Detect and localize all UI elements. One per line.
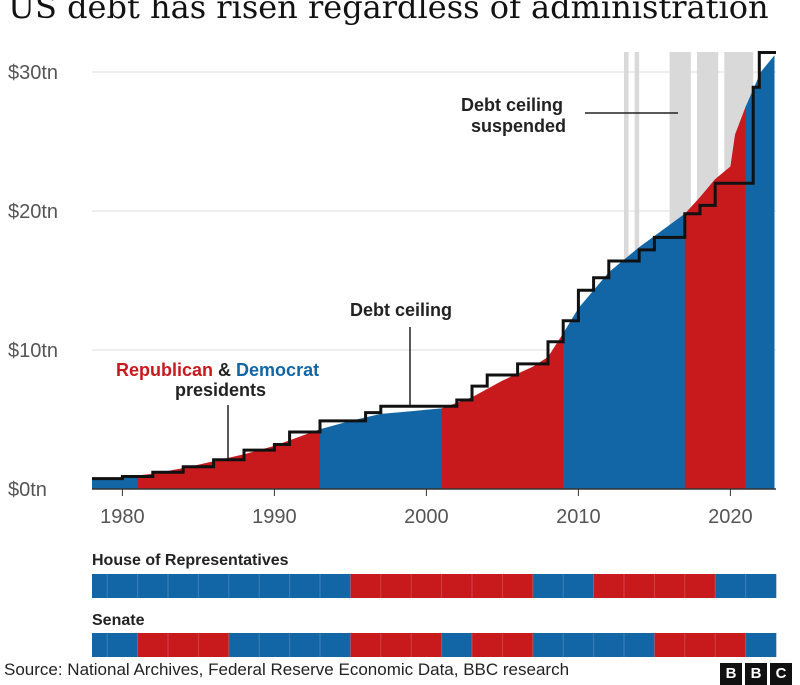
senate-segment-4 xyxy=(441,633,473,657)
president-band-0 xyxy=(92,55,139,489)
senate-segment-7 xyxy=(654,633,746,657)
democrat-label: Democrat xyxy=(236,360,319,380)
republican-label: Republican xyxy=(116,360,213,380)
house-label: House of Representatives xyxy=(92,552,289,569)
bbc-logo-b1: B xyxy=(720,663,742,685)
annotation-lines xyxy=(227,112,678,459)
bbc-logo-b2: B xyxy=(745,663,767,685)
debt-ceiling-label: Debt ceiling xyxy=(350,300,452,320)
debt-ceiling-line xyxy=(92,51,776,481)
house-segment-0 xyxy=(92,574,351,598)
x-tick-label-0: 1980 xyxy=(100,506,145,528)
senate-segment-3 xyxy=(350,633,442,657)
senate-segment-6 xyxy=(532,633,655,657)
president-band-1 xyxy=(137,55,321,489)
senate-segment-5 xyxy=(472,633,534,657)
x-tick-label-4: 2020 xyxy=(708,506,753,528)
x-tick-label-2: 2000 xyxy=(404,506,449,528)
party-label: Republican & Democrat xyxy=(116,360,319,380)
house-segment-2 xyxy=(532,574,594,598)
senate-segment-8 xyxy=(745,633,777,657)
house-segment-4 xyxy=(715,574,777,598)
y-tick-label-3: $30tn xyxy=(8,62,58,84)
house-segment-1 xyxy=(350,574,534,598)
debt-ceiling-step-line xyxy=(92,51,776,481)
source-footer: Source: National Archives, Federal Reser… xyxy=(4,660,570,679)
senate-segment-2 xyxy=(228,633,351,657)
presidents-label: presidents xyxy=(175,380,266,400)
axis-layer: $0tn $10tn $20tn $30tn 1980 1990 2000 2010 2020 xyxy=(8,62,776,528)
bbc-logo-c: C xyxy=(770,663,792,685)
house-segment-3 xyxy=(593,574,716,598)
suspended-label-line2: suspended xyxy=(471,116,566,136)
senate-segment-0 xyxy=(92,633,138,657)
x-tick-label-3: 2010 xyxy=(556,506,601,528)
x-tick-label-1: 1990 xyxy=(252,506,297,528)
senate-label: Senate xyxy=(92,612,145,629)
senate-segment-1 xyxy=(137,633,230,657)
y-tick-label-0: $0tn xyxy=(8,479,47,501)
amp-label: & xyxy=(218,360,231,380)
president-band-6 xyxy=(745,55,775,489)
y-tick-label-1: $10tn xyxy=(8,340,58,362)
chart-title: US debt has risen regardless of administ… xyxy=(8,0,769,26)
suspended-label-line1: Debt ceiling xyxy=(461,95,563,115)
y-tick-label-2: $20tn xyxy=(8,201,58,223)
congress-strips xyxy=(92,574,777,657)
